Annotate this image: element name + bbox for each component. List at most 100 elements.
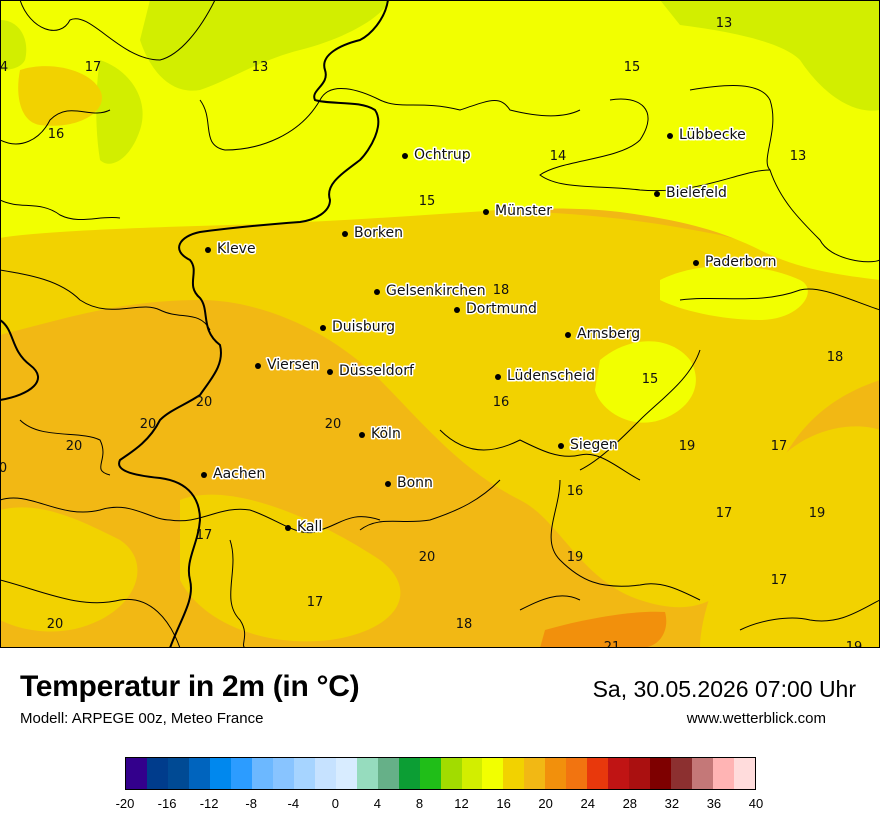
legend-swatch	[545, 758, 567, 789]
color-legend	[125, 757, 756, 790]
legend-swatch	[482, 758, 504, 789]
svg-text:Bielefeld: Bielefeld	[666, 185, 727, 201]
temp-field-16	[0, 211, 880, 608]
temp-field-18	[18, 66, 102, 126]
legend-swatch	[503, 758, 525, 789]
website-link[interactable]: www.wetterblick.com	[686, 710, 826, 727]
value-label: 20	[140, 417, 157, 432]
legend-swatch	[335, 758, 357, 789]
city-bielefeld: Bielefeld	[654, 184, 728, 203]
svg-text:Köln: Köln	[371, 426, 401, 442]
value-label: 18	[827, 350, 844, 365]
city-viersen: Viersen	[255, 356, 321, 375]
city-arnsberg: Arnsberg	[565, 325, 642, 344]
temp-field-12c	[660, 0, 880, 111]
svg-text:Münster: Münster	[495, 203, 552, 219]
value-label: 16	[567, 484, 584, 499]
temp-field-16b	[180, 494, 401, 642]
value-label: 15	[642, 372, 659, 387]
temp-field-20	[540, 611, 667, 648]
value-label: 19	[846, 640, 863, 648]
legend-tick-label: -16	[157, 796, 177, 811]
legend-tick-label: 40	[748, 796, 764, 811]
city-bonn: Bonn	[385, 474, 434, 493]
temp-field-16d	[0, 507, 138, 632]
value-label: 14	[550, 149, 567, 164]
svg-text:Lübbecke: Lübbecke	[679, 127, 746, 143]
legend-tick-label: 24	[580, 796, 595, 811]
svg-text:Gelsenkirchen: Gelsenkirchen	[386, 283, 486, 299]
city-duisburg: Duisburg	[320, 318, 397, 337]
svg-text:Bonn: Bonn	[397, 475, 433, 491]
legend-swatch	[566, 758, 588, 789]
value-label: 4	[0, 60, 8, 75]
legend-tick-label: 12	[454, 796, 469, 811]
value-label: 13	[790, 149, 807, 164]
city-aachen: Aachen	[201, 465, 267, 484]
svg-text:Arnsberg: Arnsberg	[577, 326, 640, 342]
legend-swatch	[461, 758, 483, 789]
legend-swatch	[650, 758, 672, 789]
legend-tick-label: -8	[245, 796, 257, 811]
legend-tick-label: 20	[538, 796, 553, 811]
value-label: 16	[493, 395, 510, 410]
city-ochtrup: Ochtrup	[402, 146, 472, 165]
legend-swatch	[167, 758, 189, 789]
svg-text:Kall: Kall	[297, 519, 322, 535]
value-label: 15	[419, 194, 436, 209]
city-luedenscheid: Lüdenscheid	[495, 367, 597, 386]
legend-swatch	[734, 758, 756, 789]
legend-swatch	[692, 758, 714, 789]
svg-text:Dortmund: Dortmund	[466, 301, 537, 317]
legend-tick-label: 32	[664, 796, 680, 811]
temp-field-14b	[595, 341, 696, 423]
legend-swatch	[251, 758, 273, 789]
city-luebbecke: Lübbecke	[667, 126, 747, 145]
legend-tick-label: -4	[287, 796, 300, 811]
city-dortmund: Dortmund	[454, 300, 538, 319]
legend-tick-label: 28	[622, 796, 638, 811]
value-label: 0	[0, 461, 7, 476]
legend-swatch	[314, 758, 336, 789]
svg-text:Düsseldorf: Düsseldorf	[339, 363, 415, 379]
city-koeln: Köln	[359, 425, 402, 444]
legend-ticks: -20 -16 -12 -8 -4 0 4 8 12 16 20 24 28 32 36 40	[116, 796, 764, 816]
value-label: 17	[771, 573, 788, 588]
legend-tick-label: 36	[706, 796, 722, 811]
city-borken: Borken	[342, 224, 405, 243]
legend-swatch	[272, 758, 294, 789]
city-paderborn: Paderborn	[693, 253, 778, 272]
value-label: 20	[325, 417, 342, 432]
legend-tick-label: -12	[199, 796, 219, 811]
value-label: 13	[252, 60, 269, 75]
svg-text:Duisburg: Duisburg	[332, 319, 395, 335]
legend-swatch	[671, 758, 693, 789]
city-muenster: Münster	[483, 202, 554, 221]
legend-swatch	[419, 758, 441, 789]
legend-tick-label: 4	[373, 796, 382, 811]
legend-swatch	[230, 758, 252, 789]
svg-text:Kleve: Kleve	[217, 241, 256, 257]
forecast-datetime: Sa, 30.05.2026 07:00 Uhr	[592, 676, 856, 702]
value-label: 16	[48, 127, 65, 142]
value-label: 21	[604, 640, 621, 648]
svg-text:Borken: Borken	[354, 225, 403, 241]
temp-field-14c	[660, 265, 808, 320]
temp-field-16c	[700, 426, 880, 648]
value-label: 13	[716, 16, 733, 31]
legend-swatch	[398, 758, 420, 789]
svg-text:Lüdenscheid: Lüdenscheid	[507, 368, 595, 384]
legend-swatch	[713, 758, 735, 789]
value-label: 17	[196, 528, 213, 543]
legend-swatch	[188, 758, 210, 789]
legend-swatch	[209, 758, 231, 789]
legend-tick-label: 0	[331, 796, 339, 811]
svg-text:Viersen: Viersen	[267, 357, 319, 373]
legend-swatch	[377, 758, 399, 789]
city-siegen: Siegen	[558, 436, 619, 455]
value-label: 19	[679, 439, 696, 454]
value-label: 19	[809, 506, 826, 521]
city-markers: Lübbecke Ochtrup Bielefeld Münster Borke…	[201, 126, 778, 537]
legend-tick-label: -20	[115, 796, 135, 811]
temp-field-12b	[96, 60, 143, 164]
